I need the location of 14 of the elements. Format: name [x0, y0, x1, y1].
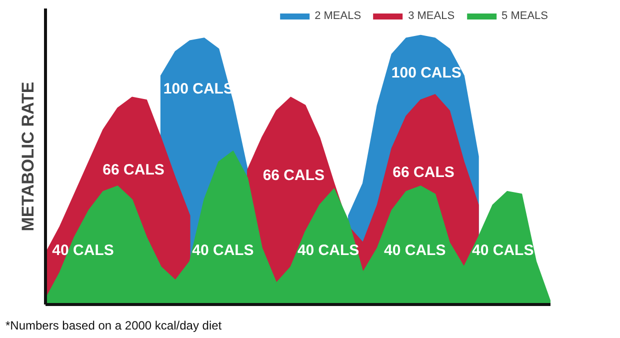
- annotation: 40 CALS: [384, 242, 446, 260]
- annotation: 66 CALS: [102, 161, 164, 178]
- legend-label: 3 MEALS: [408, 10, 455, 22]
- legend-label: 2 MEALS: [314, 10, 362, 22]
- annotation: 100 CALS: [391, 64, 462, 82]
- annotation: 40 CALS: [297, 242, 360, 260]
- legend-label: 5 MEALS: [502, 10, 548, 22]
- annotation: 40 CALS: [192, 242, 254, 260]
- annotation: 66 CALS: [262, 166, 325, 184]
- annotation: 40 CALS: [472, 242, 534, 260]
- annotation: 40 CALS: [52, 242, 114, 260]
- text: *Numbers based on a 2000 kcal/day diet: [6, 318, 222, 332]
- annotation: 66 CALS: [392, 164, 454, 182]
- y-axis-title: METABOLIC RATE: [18, 82, 38, 232]
